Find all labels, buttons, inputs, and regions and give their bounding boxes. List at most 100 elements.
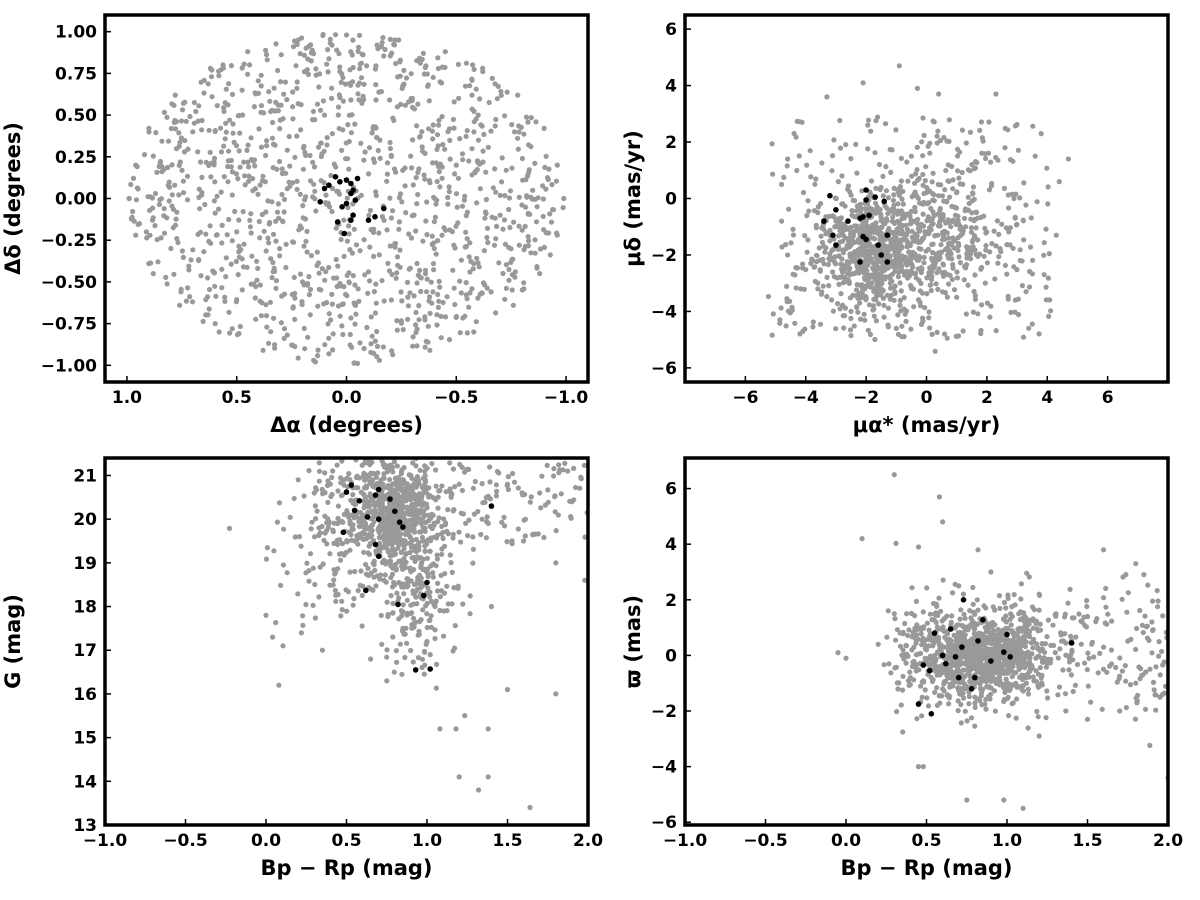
field-star: [432, 635, 438, 642]
field-star: [219, 285, 225, 291]
field-star: [1023, 680, 1029, 686]
field-star: [1009, 628, 1015, 634]
field-star: [233, 171, 239, 177]
field-star: [326, 351, 332, 357]
field-star: [492, 81, 498, 87]
field-star: [374, 328, 380, 335]
field-star: [298, 543, 304, 549]
field-star: [429, 233, 435, 239]
field-star: [413, 329, 419, 336]
field-star: [427, 294, 433, 300]
field-star: [452, 171, 458, 177]
field-star: [382, 525, 388, 531]
field-star: [946, 220, 953, 226]
field-star: [1125, 590, 1131, 596]
field-star: [298, 127, 304, 133]
field-star: [439, 523, 445, 530]
field-star: [485, 239, 491, 246]
member-star: [326, 182, 332, 188]
field-star: [252, 163, 258, 169]
x-axis-label: μα* (mas/yr): [853, 413, 1001, 437]
field-star: [1028, 215, 1034, 221]
points-layer: [765, 63, 1071, 354]
field-star: [827, 227, 833, 233]
field-star: [409, 543, 415, 549]
field-star: [149, 217, 156, 223]
field-star: [216, 329, 222, 335]
field-star: [344, 475, 350, 481]
field-star: [455, 61, 461, 67]
field-star: [445, 601, 451, 607]
field-star: [538, 505, 544, 511]
field-star: [913, 171, 919, 177]
field-star: [950, 262, 956, 268]
field-star: [964, 718, 970, 724]
field-star: [411, 510, 417, 516]
field-star: [412, 558, 418, 565]
field-star: [1025, 725, 1031, 731]
field-star: [387, 483, 393, 489]
field-star: [263, 302, 269, 308]
field-star: [321, 537, 327, 544]
x-tick-label: −2: [853, 388, 879, 408]
field-star: [321, 112, 328, 118]
field-star: [355, 91, 361, 97]
field-star: [1050, 622, 1056, 628]
field-star: [931, 617, 937, 623]
field-star: [164, 281, 170, 287]
field-star: [487, 464, 493, 470]
field-star: [1145, 582, 1151, 588]
y-tick-label: 0.75: [55, 64, 97, 84]
field-star: [419, 560, 425, 566]
field-star: [203, 159, 209, 165]
field-star: [458, 539, 464, 545]
field-star: [427, 310, 433, 316]
field-star: [261, 228, 267, 234]
field-star: [417, 578, 423, 584]
field-star: [510, 219, 517, 225]
field-star: [1100, 595, 1107, 601]
field-star: [425, 82, 431, 88]
field-star: [521, 517, 527, 523]
y-tick-label: 0: [665, 190, 677, 210]
field-star: [355, 48, 361, 55]
field-star: [509, 287, 515, 293]
field-star: [466, 304, 472, 310]
field-star: [333, 598, 339, 605]
field-star: [971, 233, 978, 239]
field-star: [783, 241, 789, 248]
field-star: [886, 245, 892, 251]
field-star: [921, 190, 927, 197]
member-star: [343, 177, 350, 183]
field-star: [223, 274, 229, 280]
field-star: [972, 293, 979, 299]
field-star: [469, 106, 475, 112]
field-star: [451, 285, 457, 291]
field-star: [573, 484, 579, 491]
field-star: [535, 531, 541, 537]
field-star: [810, 324, 816, 330]
field-star: [947, 247, 953, 254]
field-star: [308, 526, 314, 532]
field-star: [292, 534, 298, 540]
field-star: [469, 92, 475, 98]
field-star: [891, 297, 897, 303]
field-star: [212, 128, 218, 134]
field-star: [868, 178, 875, 184]
field-star: [1020, 218, 1026, 224]
field-star: [404, 481, 410, 487]
field-star: [361, 549, 367, 555]
field-star: [173, 216, 179, 222]
field-star: [975, 311, 981, 317]
field-star: [454, 204, 460, 210]
field-star: [310, 194, 316, 200]
field-star: [186, 267, 192, 273]
field-star: [483, 494, 489, 501]
field-star: [1085, 650, 1091, 656]
field-star: [399, 671, 405, 677]
field-star: [894, 709, 900, 715]
field-star: [212, 283, 218, 289]
field-star: [880, 217, 886, 223]
field-star: [384, 599, 390, 605]
field-star: [282, 79, 288, 85]
